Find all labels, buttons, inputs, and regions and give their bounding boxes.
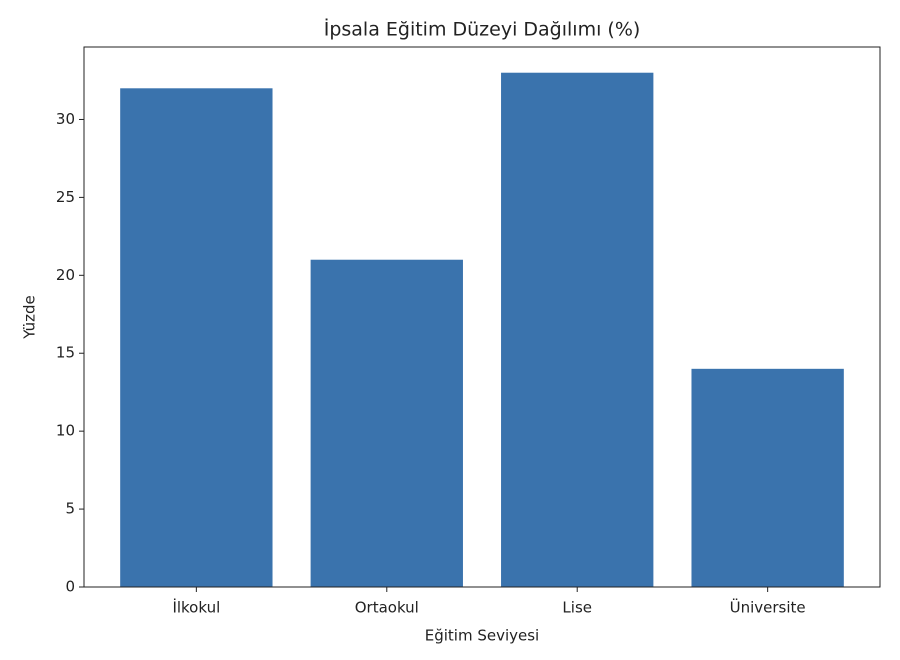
y-tick-label: 10 <box>56 422 75 440</box>
y-tick-label: 20 <box>56 266 75 284</box>
x-tick-label: İlkokul <box>172 598 220 617</box>
x-tick-label: Üniversite <box>730 598 806 617</box>
bar <box>310 259 463 587</box>
x-axis-label: Eğitim Seviyesi <box>425 627 539 645</box>
x-tick-label: Lise <box>562 599 592 617</box>
bar <box>120 88 273 587</box>
plot-frame <box>83 46 881 588</box>
bar <box>691 368 844 587</box>
y-tick-label: 25 <box>56 188 75 206</box>
y-tick-label: 30 <box>56 110 75 128</box>
y-tick-label: 5 <box>65 500 75 518</box>
y-tick-label: 0 <box>65 578 75 596</box>
bar <box>501 72 654 587</box>
x-tick-label: Ortaokul <box>355 599 419 617</box>
y-tick-label: 15 <box>56 344 75 362</box>
y-axis-label: Yüzde <box>21 295 39 340</box>
chart-title: İpsala Eğitim Düzeyi Dağılımı (%) <box>324 18 641 41</box>
